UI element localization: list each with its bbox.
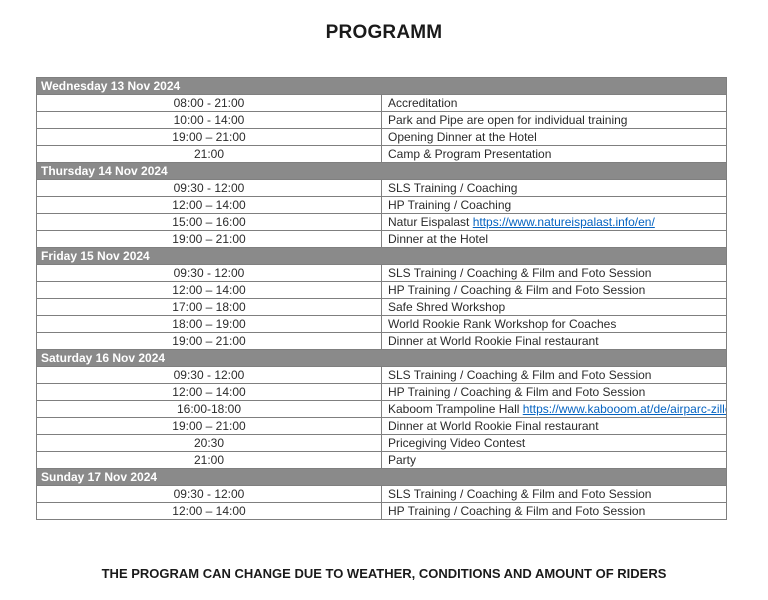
event-activity: Opening Dinner at the Hotel [381, 128, 727, 146]
event-time: 20:30 [36, 434, 382, 452]
day-header-label: Thursday 14 Nov 2024 [36, 162, 727, 180]
event-row: 19:00 – 21:00 Opening Dinner at the Hotel [36, 128, 727, 146]
event-activity: HP Training / Coaching & Film and Foto S… [381, 383, 727, 401]
event-row: 20:30 Pricegiving Video Contest [36, 434, 727, 452]
event-row: 09:30 - 12:00 SLS Training / Coaching & F… [36, 264, 727, 282]
event-time: 12:00 – 14:00 [36, 196, 382, 214]
event-row: 08:00 - 21:00 Accreditation [36, 94, 727, 112]
day-header-row: Friday 15 Nov 2024 [36, 247, 727, 265]
event-row: 09:30 - 12:00 SLS Training / Coaching [36, 179, 727, 197]
event-time: 10:00 - 14:00 [36, 111, 382, 129]
disclaimer-text: THE PROGRAM CAN CHANGE DUE TO WEATHER, C… [101, 566, 667, 581]
event-time: 09:30 - 12:00 [36, 264, 382, 282]
day-header-row: Sunday 17 Nov 2024 [36, 468, 727, 486]
event-activity: Kaboom Trampoline Hall https://www.kaboo… [381, 400, 727, 418]
event-row: 12:00 – 14:00 HP Training / Coaching & Fi… [36, 502, 727, 520]
day-header-label: Friday 15 Nov 2024 [36, 247, 727, 265]
event-activity: Park and Pipe are open for individual tr… [381, 111, 727, 129]
event-activity: Safe Shred Workshop [381, 298, 727, 316]
event-row: 19:00 – 21:00 Dinner at the Hotel [36, 230, 727, 248]
event-row: 19:00 – 21:00 Dinner at World Rookie Fina… [36, 332, 727, 350]
event-activity: HP Training / Coaching [381, 196, 727, 214]
event-row: 12:00 – 14:00 HP Training / Coaching & Fi… [36, 383, 727, 401]
event-time: 09:30 - 12:00 [36, 179, 382, 197]
day-header-label: Wednesday 13 Nov 2024 [36, 77, 727, 95]
event-row: 15:00 – 16:00 Natur Eispalast https://www… [36, 213, 727, 231]
event-time: 09:30 - 12:00 [36, 485, 382, 503]
event-activity: Pricegiving Video Contest [381, 434, 727, 452]
event-activity: SLS Training / Coaching & Film and Foto … [381, 485, 727, 503]
event-activity: Dinner at the Hotel [381, 230, 727, 248]
program-table-body: Wednesday 13 Nov 2024 08:00 - 21:00 Accred… [36, 77, 727, 520]
event-activity: Natur Eispalast https://www.natureispala… [381, 213, 727, 231]
event-activity: Camp & Program Presentation [381, 145, 727, 163]
event-time: 21:00 [36, 145, 382, 163]
event-time: 12:00 – 14:00 [36, 281, 382, 299]
event-activity: Dinner at World Rookie Final restaurant [381, 417, 727, 435]
event-time: 09:30 - 12:00 [36, 366, 382, 384]
event-time: 17:00 – 18:00 [36, 298, 382, 316]
event-row: 09:30 - 12:00 SLS Training / Coaching & F… [36, 485, 727, 503]
event-row: 21:00 Camp & Program Presentation [36, 145, 727, 163]
event-time: 18:00 – 19:00 [36, 315, 382, 333]
event-row: 09:30 - 12:00 SLS Training / Coaching & F… [36, 366, 727, 384]
event-time: 19:00 – 21:00 [36, 417, 382, 435]
program-table: Wednesday 13 Nov 2024 08:00 - 21:00 Accred… [36, 77, 727, 520]
event-time: 21:00 [36, 451, 382, 469]
event-time: 19:00 – 21:00 [36, 230, 382, 248]
event-row: 19:00 – 21:00 Dinner at World Rookie Fina… [36, 417, 727, 435]
event-time: 15:00 – 16:00 [36, 213, 382, 231]
event-row: 12:00 – 14:00 HP Training / Coaching [36, 196, 727, 214]
page-title: PROGRAMM [325, 22, 443, 43]
day-header-label: Sunday 17 Nov 2024 [36, 468, 727, 486]
event-link[interactable]: https://www.kabooom.at/de/airparc-ziller… [522, 402, 726, 416]
event-activity: HP Training / Coaching & Film and Foto S… [381, 281, 727, 299]
day-header-row: Wednesday 13 Nov 2024 [36, 77, 727, 95]
event-row: 12:00 – 14:00 HP Training / Coaching & Fi… [36, 281, 727, 299]
event-time: 19:00 – 21:00 [36, 332, 382, 350]
event-row: 18:00 – 19:00 World Rookie Rank Workshop … [36, 315, 727, 333]
event-time: 19:00 – 21:00 [36, 128, 382, 146]
event-link[interactable]: https://www.natureispalast.info/en/ [472, 215, 655, 229]
event-row: 17:00 – 18:00 Safe Shred Workshop [36, 298, 727, 316]
event-activity: Accreditation [381, 94, 727, 112]
day-header-row: Thursday 14 Nov 2024 [36, 162, 727, 180]
event-activity: Dinner at World Rookie Final restaurant [381, 332, 727, 350]
event-activity: World Rookie Rank Workshop for Coaches [381, 315, 727, 333]
event-time: 12:00 – 14:00 [36, 502, 382, 520]
event-activity: Party [381, 451, 727, 469]
event-row: 21:00 Party [36, 451, 727, 469]
event-row: 10:00 - 14:00 Park and Pipe are open for … [36, 111, 727, 129]
event-row: 16:00-18:00 Kaboom Trampoline Hall https:… [36, 400, 727, 418]
event-activity: SLS Training / Coaching & Film and Foto … [381, 264, 727, 282]
day-header-label: Saturday 16 Nov 2024 [36, 349, 727, 367]
event-time: 12:00 – 14:00 [36, 383, 382, 401]
event-time: 16:00-18:00 [36, 400, 382, 418]
day-header-row: Saturday 16 Nov 2024 [36, 349, 727, 367]
event-time: 08:00 - 21:00 [36, 94, 382, 112]
event-activity: SLS Training / Coaching & Film and Foto … [381, 366, 727, 384]
event-activity: HP Training / Coaching & Film and Foto S… [381, 502, 727, 520]
event-activity: SLS Training / Coaching [381, 179, 727, 197]
